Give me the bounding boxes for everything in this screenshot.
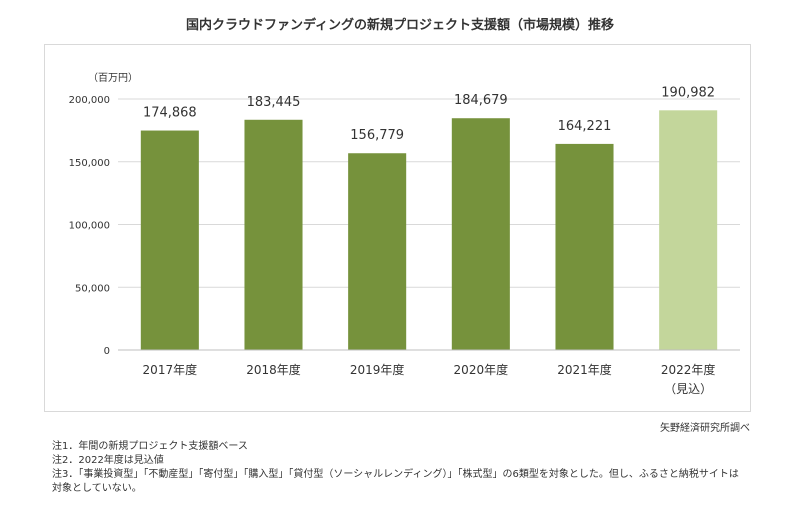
note-1: 注1．年間の新規プロジェクト支援額ベース xyxy=(52,441,248,452)
y-tick-label: 0 xyxy=(104,346,110,357)
chart-frame xyxy=(44,44,751,412)
y-tick-label: 50,000 xyxy=(75,283,110,294)
x-tick-label: 2022年度 xyxy=(661,362,716,377)
y-tick-label: 100,000 xyxy=(69,221,110,232)
data-label: 183,445 xyxy=(247,95,301,110)
notes: 注1．年間の新規プロジェクト支援額ベース 注2．2022年度は見込値 注3．「事… xyxy=(52,440,739,496)
y-axis-ticks: 0 50,000 100,000 150,000 200,000 xyxy=(69,95,110,357)
x-tick-label: 2021年度 xyxy=(557,362,612,377)
x-tick-label: 2018年度 xyxy=(246,362,301,377)
note-2: 注2．2022年度は見込値 xyxy=(52,455,164,466)
y-tick-label: 150,000 xyxy=(69,158,110,169)
x-tick-label: 2017年度 xyxy=(143,362,198,377)
x-axis-ticks: 2017年度 2018年度 2019年度 2020年度 2021年度 2022年度 （見込） xyxy=(143,362,716,396)
data-label: 190,982 xyxy=(661,85,715,100)
bar xyxy=(659,110,718,350)
data-label: 184,679 xyxy=(454,93,508,108)
y-tick-label: 200,000 xyxy=(69,95,110,106)
note-3-continued: 対象としていない。 xyxy=(52,483,142,494)
bar xyxy=(140,130,199,350)
source-credit: 矢野経済研究所調べ xyxy=(660,423,750,434)
data-label: 164,221 xyxy=(558,119,612,134)
y-axis-unit-label: （百万円） xyxy=(88,72,138,84)
data-label: 156,779 xyxy=(350,128,404,143)
note-3: 注3．「事業投資型」「不動産型」「寄付型」「購入型」「貸付型（ソーシャルレンディ… xyxy=(52,469,739,480)
bar xyxy=(244,119,303,351)
x-tick-sublabel: （見込） xyxy=(664,382,712,396)
x-tick-label: 2020年度 xyxy=(454,362,509,377)
bars xyxy=(140,110,718,351)
bar xyxy=(348,153,407,350)
bar xyxy=(555,143,614,350)
bar xyxy=(451,118,510,351)
chart-title: 国内クラウドファンディングの新規プロジェクト支援額（市場規模）推移 xyxy=(185,18,615,33)
x-tick-label: 2019年度 xyxy=(350,362,405,377)
data-label: 174,868 xyxy=(143,106,197,121)
data-labels: 174,868 183,445 156,779 184,679 164,221 190,9… xyxy=(143,85,715,143)
gridlines xyxy=(118,98,740,288)
